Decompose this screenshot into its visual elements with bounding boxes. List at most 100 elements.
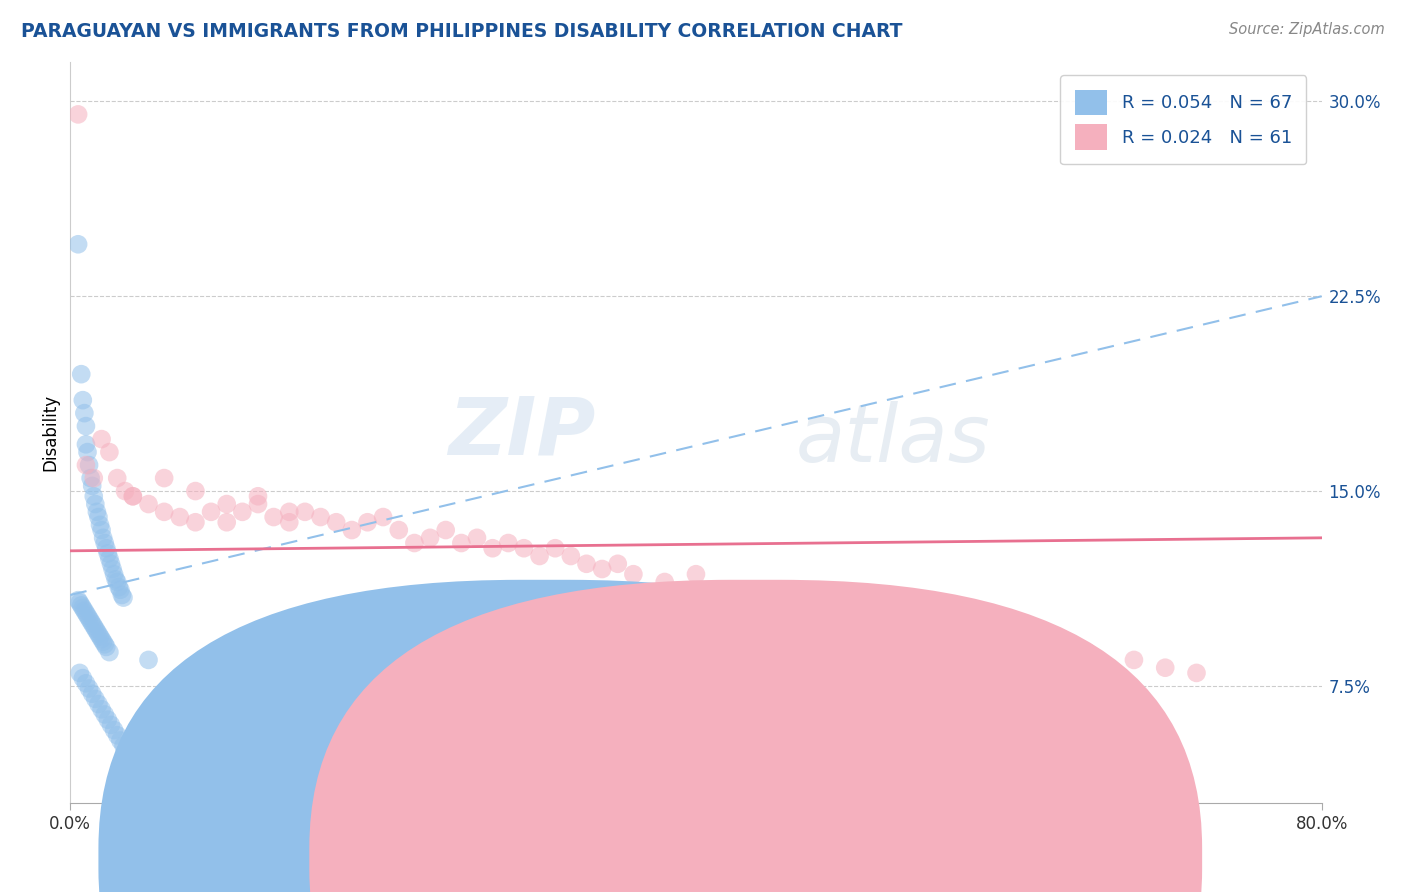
Point: [716, 582, 738, 597]
Point: [75, 458, 97, 472]
Point: [107, 580, 129, 594]
Legend: R = 0.054   N = 67, R = 0.024   N = 61: R = 0.054 N = 67, R = 0.024 N = 61: [1060, 75, 1306, 164]
Point: [103, 723, 125, 737]
Point: [404, 536, 426, 550]
Y-axis label: Disability: Disability: [41, 394, 59, 471]
Point: [72, 393, 94, 408]
Text: Paraguayans: Paraguayans: [583, 849, 690, 867]
Point: [685, 567, 707, 582]
Point: [75, 419, 97, 434]
Text: Immigrants from Philippines: Immigrants from Philippines: [794, 849, 1029, 867]
Point: [98, 445, 121, 459]
Point: [77, 681, 100, 696]
Point: [153, 505, 176, 519]
Point: [434, 523, 457, 537]
Point: [121, 489, 145, 503]
Point: [76, 445, 98, 459]
Point: [75, 437, 97, 451]
Point: [67, 237, 90, 252]
Point: [1154, 661, 1177, 675]
Point: [1185, 665, 1208, 680]
Point: [110, 582, 132, 597]
Point: [79, 614, 101, 628]
Point: [169, 718, 191, 732]
Point: [498, 536, 520, 550]
Point: [75, 606, 97, 620]
Point: [84, 692, 107, 706]
Point: [153, 471, 176, 485]
Text: ZIP: ZIP: [449, 393, 596, 472]
Point: [100, 718, 122, 732]
Point: [69, 665, 91, 680]
Point: [91, 531, 114, 545]
Point: [89, 517, 111, 532]
Point: [87, 627, 110, 641]
Text: atlas: atlas: [796, 401, 991, 479]
Point: [513, 541, 536, 556]
Point: [1076, 645, 1098, 659]
Point: [1123, 653, 1146, 667]
Point: [67, 593, 90, 607]
Point: [294, 505, 316, 519]
Point: [90, 523, 112, 537]
Point: [86, 624, 108, 639]
Point: [247, 497, 270, 511]
Point: [105, 728, 128, 742]
Point: [169, 510, 191, 524]
Point: [103, 567, 125, 582]
Point: [83, 489, 105, 503]
Point: [97, 546, 120, 560]
Point: [340, 523, 363, 537]
Point: [90, 432, 112, 446]
Point: [73, 406, 96, 420]
Point: [654, 574, 676, 589]
Point: [104, 573, 127, 587]
Point: [138, 653, 160, 667]
Point: [82, 616, 104, 631]
Point: [101, 562, 124, 576]
Point: [215, 497, 238, 511]
Point: [529, 549, 551, 563]
Point: [105, 574, 128, 589]
Point: [93, 536, 115, 550]
Point: [93, 707, 115, 722]
Point: [87, 697, 110, 711]
Point: [966, 619, 988, 633]
Point: [84, 622, 107, 636]
Point: [325, 515, 347, 529]
Point: [278, 505, 301, 519]
Point: [114, 484, 136, 499]
Point: [93, 637, 115, 651]
Point: [606, 557, 628, 571]
Point: [89, 630, 111, 644]
Point: [84, 497, 107, 511]
Point: [763, 588, 786, 602]
Point: [76, 608, 98, 623]
Point: [79, 471, 101, 485]
Point: [73, 603, 96, 617]
Point: [96, 640, 118, 654]
Point: [77, 611, 100, 625]
Point: [86, 505, 108, 519]
Point: [997, 627, 1019, 641]
Point: [356, 515, 378, 529]
Point: [82, 479, 104, 493]
Point: [69, 596, 91, 610]
Point: [90, 702, 112, 716]
Point: [200, 505, 222, 519]
Point: [98, 645, 121, 659]
Point: [419, 531, 441, 545]
Point: [215, 515, 238, 529]
Point: [575, 557, 598, 571]
Point: [138, 497, 160, 511]
Point: [247, 489, 270, 503]
Point: [278, 515, 301, 529]
Point: [872, 608, 894, 623]
Point: [263, 510, 285, 524]
Point: [1029, 640, 1052, 654]
Point: [97, 713, 120, 727]
Point: [82, 687, 104, 701]
Point: [70, 599, 93, 613]
Point: [112, 591, 135, 605]
Point: [371, 510, 394, 524]
